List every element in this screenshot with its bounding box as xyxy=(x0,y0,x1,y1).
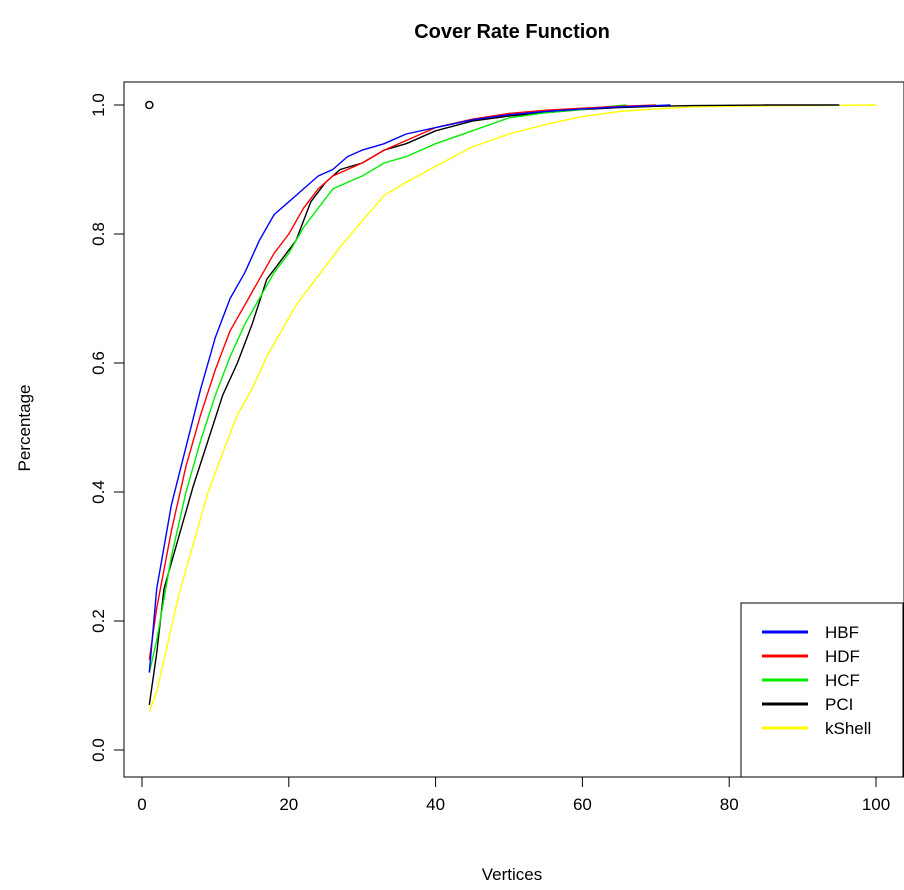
series-line-hdf xyxy=(148,104,656,660)
y-tick-label: 0.6 xyxy=(89,351,108,375)
y-tick-label: 0.4 xyxy=(89,480,108,504)
legend-label-pci: PCI xyxy=(825,695,853,714)
y-axis-label: Percentage xyxy=(15,385,34,472)
y-axis: 0.0 0.2 0.4 0.6 0.8 1.0 xyxy=(89,93,125,762)
x-axis-label: Vertices xyxy=(482,865,542,884)
y-tick-label: 1.0 xyxy=(89,93,108,117)
series-line-kshell xyxy=(148,104,877,712)
series-line-hcf xyxy=(148,104,627,673)
legend: HBF HDF HCF PCI kShell xyxy=(740,602,904,778)
series-line-hbf xyxy=(148,104,671,673)
y-tick-label: 0.8 xyxy=(89,222,108,246)
x-tick-label: 100 xyxy=(862,795,890,814)
x-tick-label: 40 xyxy=(426,795,445,814)
legend-label-kshell: kShell xyxy=(825,719,871,738)
series-line-pci xyxy=(148,104,840,705)
chart-title: Cover Rate Function xyxy=(414,21,610,43)
legend-label-hdf: HDF xyxy=(825,647,860,666)
marker-point xyxy=(145,100,154,110)
legend-label-hcf: HCF xyxy=(825,671,860,690)
legend-box xyxy=(740,602,904,778)
x-tick-label: 20 xyxy=(279,795,298,814)
legend-label-hbf: HBF xyxy=(825,623,859,642)
y-tick-label: 0.0 xyxy=(89,738,108,762)
x-tick-label: 0 xyxy=(137,795,146,814)
y-tick-label: 0.2 xyxy=(89,609,108,633)
x-tick-label: 80 xyxy=(720,795,739,814)
x-tick-label: 60 xyxy=(573,795,592,814)
series-layer xyxy=(148,104,877,712)
x-axis: 0 20 40 60 80 100 xyxy=(137,776,890,814)
